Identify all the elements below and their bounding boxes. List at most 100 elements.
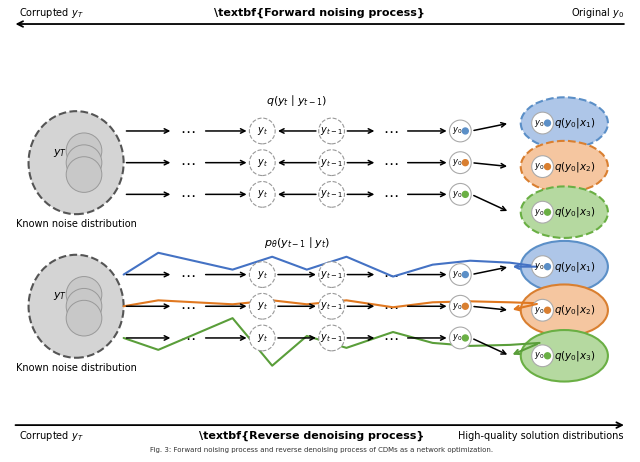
- Text: High-quality solution distributions: High-quality solution distributions: [458, 431, 624, 441]
- Ellipse shape: [29, 255, 124, 358]
- Text: $p_{\theta}(y_{t-1} \mid y_t)$: $p_{\theta}(y_{t-1} \mid y_t)$: [264, 235, 330, 250]
- Ellipse shape: [521, 241, 608, 292]
- Ellipse shape: [521, 330, 608, 382]
- Circle shape: [319, 261, 344, 287]
- Circle shape: [532, 201, 554, 223]
- Text: Corrupted $y_T$: Corrupted $y_T$: [19, 6, 83, 20]
- Text: $y_t$: $y_t$: [257, 125, 268, 137]
- Text: $\cdots$: $\cdots$: [383, 267, 399, 282]
- Circle shape: [462, 303, 468, 309]
- Text: $y_t$: $y_t$: [257, 300, 268, 312]
- Circle shape: [449, 295, 471, 317]
- Circle shape: [250, 325, 275, 351]
- Text: $y_0$: $y_0$: [452, 333, 463, 343]
- Circle shape: [66, 300, 102, 336]
- Circle shape: [532, 112, 554, 134]
- Text: $y_0$: $y_0$: [452, 301, 463, 312]
- Text: $y_0$: $y_0$: [534, 207, 545, 218]
- Circle shape: [66, 133, 102, 169]
- Text: $y_T$: $y_T$: [53, 147, 67, 159]
- Circle shape: [250, 182, 275, 207]
- Text: $\cdots$: $\cdots$: [383, 155, 399, 170]
- Ellipse shape: [521, 187, 608, 238]
- Text: $y_{t-1}$: $y_{t-1}$: [320, 125, 343, 137]
- Text: $\cdots$: $\cdots$: [383, 187, 399, 202]
- Text: $y_t$: $y_t$: [257, 268, 268, 280]
- Circle shape: [532, 256, 554, 278]
- Circle shape: [449, 327, 471, 349]
- Text: $y_t$: $y_t$: [257, 188, 268, 201]
- Text: $\cdots$: $\cdots$: [180, 330, 196, 346]
- Circle shape: [449, 152, 471, 174]
- Circle shape: [532, 345, 554, 367]
- Text: $y_0$: $y_0$: [452, 269, 463, 280]
- Ellipse shape: [29, 111, 124, 214]
- Text: $\cdots$: $\cdots$: [180, 155, 196, 170]
- Ellipse shape: [521, 285, 608, 336]
- Text: $y_t$: $y_t$: [257, 157, 268, 169]
- Circle shape: [462, 272, 468, 278]
- Text: $y_0$: $y_0$: [534, 261, 545, 272]
- Text: $\cdots$: $\cdots$: [383, 299, 399, 314]
- Text: $\cdots$: $\cdots$: [383, 330, 399, 346]
- Circle shape: [532, 156, 554, 177]
- Text: $q(y_0|x_3)$: $q(y_0|x_3)$: [554, 205, 595, 219]
- Text: $q(y_0|x_3)$: $q(y_0|x_3)$: [554, 349, 595, 363]
- Text: Fig. 3: Forward noising process and reverse denoising process of CDMs as a netwo: Fig. 3: Forward noising process and reve…: [150, 447, 493, 453]
- Text: $\cdots$: $\cdots$: [180, 123, 196, 139]
- Text: $y_0$: $y_0$: [534, 350, 545, 361]
- Circle shape: [250, 118, 275, 144]
- Ellipse shape: [521, 141, 608, 192]
- Text: \textbf{Forward noising process}: \textbf{Forward noising process}: [214, 8, 425, 18]
- Circle shape: [449, 264, 471, 286]
- Text: $y_{t-1}$: $y_{t-1}$: [320, 188, 343, 201]
- Text: Known noise distribution: Known noise distribution: [15, 219, 136, 229]
- Text: $y_0$: $y_0$: [452, 157, 463, 168]
- Circle shape: [449, 183, 471, 205]
- Text: Original $y_0$: Original $y_0$: [571, 6, 624, 20]
- Text: $y_T$: $y_T$: [53, 290, 67, 302]
- Circle shape: [462, 335, 468, 341]
- Text: $\cdots$: $\cdots$: [180, 187, 196, 202]
- Text: $q(y_0|x_2)$: $q(y_0|x_2)$: [554, 160, 595, 174]
- Text: $\cdots$: $\cdots$: [180, 267, 196, 282]
- Ellipse shape: [521, 97, 608, 149]
- Text: $q(y_0|x_2)$: $q(y_0|x_2)$: [554, 303, 595, 317]
- Circle shape: [545, 164, 550, 170]
- Circle shape: [250, 150, 275, 176]
- Text: \textbf{Reverse denoising process}: \textbf{Reverse denoising process}: [199, 431, 424, 441]
- Circle shape: [545, 307, 550, 313]
- Circle shape: [319, 118, 344, 144]
- Text: $q(y_0|x_1)$: $q(y_0|x_1)$: [554, 116, 595, 130]
- Circle shape: [250, 261, 275, 287]
- Circle shape: [66, 157, 102, 192]
- Text: $y_{t-1}$: $y_{t-1}$: [320, 157, 343, 169]
- Text: $y_0$: $y_0$: [534, 117, 545, 128]
- Circle shape: [545, 264, 550, 270]
- Text: Known noise distribution: Known noise distribution: [15, 363, 136, 373]
- Circle shape: [319, 182, 344, 207]
- Text: $y_{t-1}$: $y_{t-1}$: [320, 332, 343, 344]
- Circle shape: [545, 120, 550, 126]
- Circle shape: [66, 277, 102, 312]
- Circle shape: [319, 325, 344, 351]
- Circle shape: [545, 353, 550, 359]
- Text: $q(y_0|x_1)$: $q(y_0|x_1)$: [554, 260, 595, 274]
- Text: $y_0$: $y_0$: [452, 189, 463, 200]
- Circle shape: [250, 293, 275, 319]
- Circle shape: [319, 150, 344, 176]
- Text: $y_0$: $y_0$: [534, 161, 545, 172]
- Circle shape: [532, 299, 554, 321]
- Text: $q(y_t \mid y_{t-1})$: $q(y_t \mid y_{t-1})$: [266, 93, 328, 108]
- Circle shape: [66, 288, 102, 324]
- Circle shape: [462, 191, 468, 197]
- Circle shape: [66, 145, 102, 181]
- Text: $y_0$: $y_0$: [534, 305, 545, 316]
- Circle shape: [462, 160, 468, 166]
- Circle shape: [545, 209, 550, 215]
- Text: $y_{t-1}$: $y_{t-1}$: [320, 300, 343, 312]
- Circle shape: [319, 293, 344, 319]
- Circle shape: [449, 120, 471, 142]
- Text: $y_{t-1}$: $y_{t-1}$: [320, 268, 343, 280]
- Text: $y_t$: $y_t$: [257, 332, 268, 344]
